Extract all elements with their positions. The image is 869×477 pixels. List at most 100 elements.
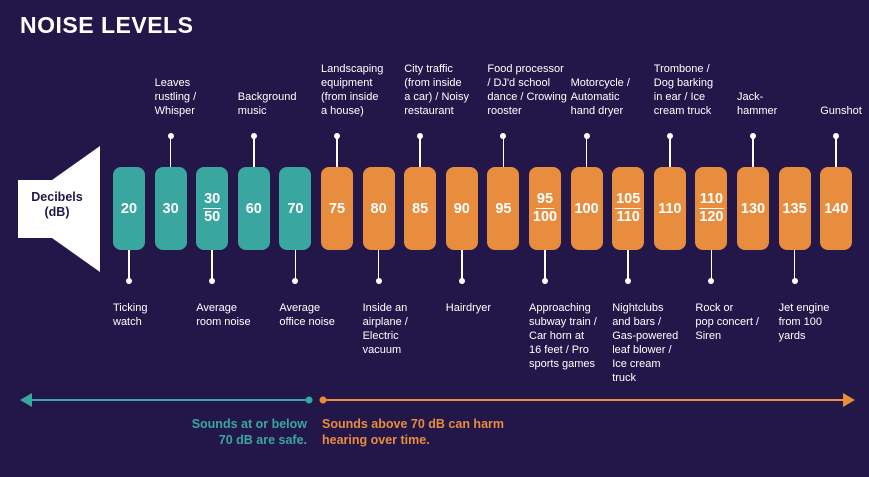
- label-line: and bars /: [612, 316, 662, 328]
- decibels-label: Decibels (dB): [18, 190, 96, 220]
- label-line: watch: [113, 316, 142, 328]
- noise-source-label-bottom: Rock or pop concert / Siren: [695, 301, 759, 343]
- decibel-pill: 110 120: [695, 167, 728, 250]
- callout-line-bottom: [294, 250, 297, 281]
- label-line: office noise: [279, 316, 335, 328]
- noise-source-label-top: Trombone / Dog barking in ear / Ice cream t…: [654, 62, 713, 118]
- callout-line-top: [585, 136, 588, 167]
- label-line: Gunshot: [820, 105, 862, 117]
- callout-dot-top: [666, 133, 673, 139]
- decibel-pill: 95: [487, 167, 520, 250]
- noise-source-label-top: Background music: [238, 90, 297, 118]
- callout-line-bottom: [710, 250, 713, 281]
- callout-dot-bottom: [791, 278, 798, 284]
- label-line: Automatic: [570, 91, 620, 103]
- harm-caption: Sounds above 70 dB can harm hearing over…: [322, 416, 504, 448]
- noise-source-label-top: Motorcycle / Automatic hand dryer: [571, 76, 630, 118]
- decibel-pill: 30: [154, 167, 187, 250]
- decibel-value: 130: [740, 200, 766, 217]
- label-line: equipment: [321, 77, 373, 89]
- safe-arrow-head: [20, 393, 32, 407]
- decibel-value: 80: [370, 200, 387, 217]
- noise-source-label-bottom: Average office noise: [279, 301, 334, 329]
- label-line: a house): [321, 105, 364, 117]
- callout-line-top: [253, 136, 255, 167]
- callout-dot-top: [500, 133, 507, 139]
- safe-caption-line2: 70 dB are safe.: [218, 433, 307, 447]
- noise-source-label-bottom: Jet engine from 100 yards: [779, 301, 830, 343]
- noise-source-label-top: Jack-hammer: [737, 90, 777, 118]
- decibel-value: 95: [495, 200, 512, 217]
- label-line: rustling /: [154, 91, 197, 103]
- decibel-value: 100: [574, 200, 599, 217]
- decibel-pill: 60: [237, 167, 270, 250]
- noise-source-label-bottom: Hairdryer: [446, 301, 491, 315]
- callout-dot-top: [334, 133, 340, 139]
- callout-line-top: [669, 136, 671, 167]
- decibel-value: 75: [328, 200, 346, 217]
- label-line: airplane /: [362, 316, 408, 328]
- safe-arrow-end: [305, 396, 313, 404]
- callout-line-bottom: [211, 250, 213, 281]
- safe-caption-line1: Sounds at or below: [191, 417, 307, 431]
- label-line: vacuum: [362, 344, 402, 356]
- harm-arrow-end: [319, 396, 327, 404]
- decibel-value: 70: [287, 200, 304, 217]
- decibel-pill: 80: [362, 167, 395, 250]
- noise-source-label-top: Landscaping equipment (from inside a house): [321, 62, 383, 118]
- noise-source-label-top: City traffic (from inside a car) / Noisy re…: [404, 62, 469, 118]
- callout-dot-bottom: [542, 278, 548, 284]
- callout-dot-bottom: [292, 278, 299, 284]
- decibel-range-low: 95: [535, 191, 555, 209]
- label-line: Whisper: [154, 105, 195, 117]
- label-line: in ear / Ice: [653, 91, 706, 103]
- label-line: 16 feet / Pro: [529, 344, 589, 356]
- label-line: music: [237, 105, 267, 117]
- label-line: cream truck: [653, 105, 712, 117]
- noise-source-label-bottom: Ticking watch: [113, 301, 147, 329]
- label-line: dance / Crowing: [487, 91, 567, 103]
- callout-dot-bottom: [625, 278, 632, 284]
- label-line: Hairdryer: [445, 302, 492, 314]
- label-line: Trombone /: [653, 63, 710, 75]
- callout-dot-top: [250, 133, 257, 139]
- callout-dot-bottom: [126, 278, 132, 284]
- decibels-label-line2: (dB): [44, 205, 70, 219]
- label-line: room noise: [196, 316, 251, 328]
- decibel-pill: 110: [653, 167, 686, 250]
- label-line: yards: [778, 330, 806, 342]
- label-line: Ticking: [113, 302, 148, 314]
- label-line: a car) / Noisy: [404, 91, 469, 103]
- decibel-pill: 95 100: [529, 167, 561, 250]
- decibel-value: 90: [453, 200, 470, 217]
- label-line: Jet engine: [778, 302, 830, 314]
- callout-dot-bottom: [708, 278, 715, 284]
- label-line: Average: [279, 302, 321, 314]
- decibel-range: 105 110: [615, 191, 642, 225]
- callout-line-bottom: [377, 250, 380, 281]
- noise-source-label-bottom: Inside an airplane / Electric vacuum: [363, 301, 408, 357]
- decibels-label-line1: Decibels: [31, 190, 83, 204]
- decibel-pill: 130: [737, 167, 769, 250]
- decibel-range: 110 120: [698, 192, 725, 225]
- label-line: truck: [612, 372, 637, 384]
- decibel-range-high: 120: [699, 209, 724, 225]
- decibel-pill: 135: [778, 167, 811, 250]
- page-title: NOISE LEVELS: [20, 12, 194, 38]
- decibel-range-low: 105: [615, 191, 642, 209]
- label-line: subway train /: [529, 316, 597, 328]
- decibel-pill: 85: [404, 167, 437, 250]
- label-line: Ice cream: [612, 358, 661, 370]
- label-line: sports games: [529, 358, 596, 370]
- label-line: / DJ'd school: [487, 77, 551, 89]
- label-line: Nightclubs: [612, 302, 664, 314]
- callout-line-bottom: [544, 250, 546, 281]
- callout-dot-top: [417, 133, 424, 139]
- decibel-range-high: 100: [532, 209, 558, 225]
- decibel-pill: 140: [820, 167, 853, 250]
- label-line: City traffic: [404, 63, 453, 75]
- harm-caption-line2: hearing over time.: [322, 433, 430, 447]
- callout-line-bottom: [627, 250, 629, 281]
- noise-source-label-top: Gunshot: [820, 104, 862, 118]
- label-line: restaurant: [404, 105, 454, 117]
